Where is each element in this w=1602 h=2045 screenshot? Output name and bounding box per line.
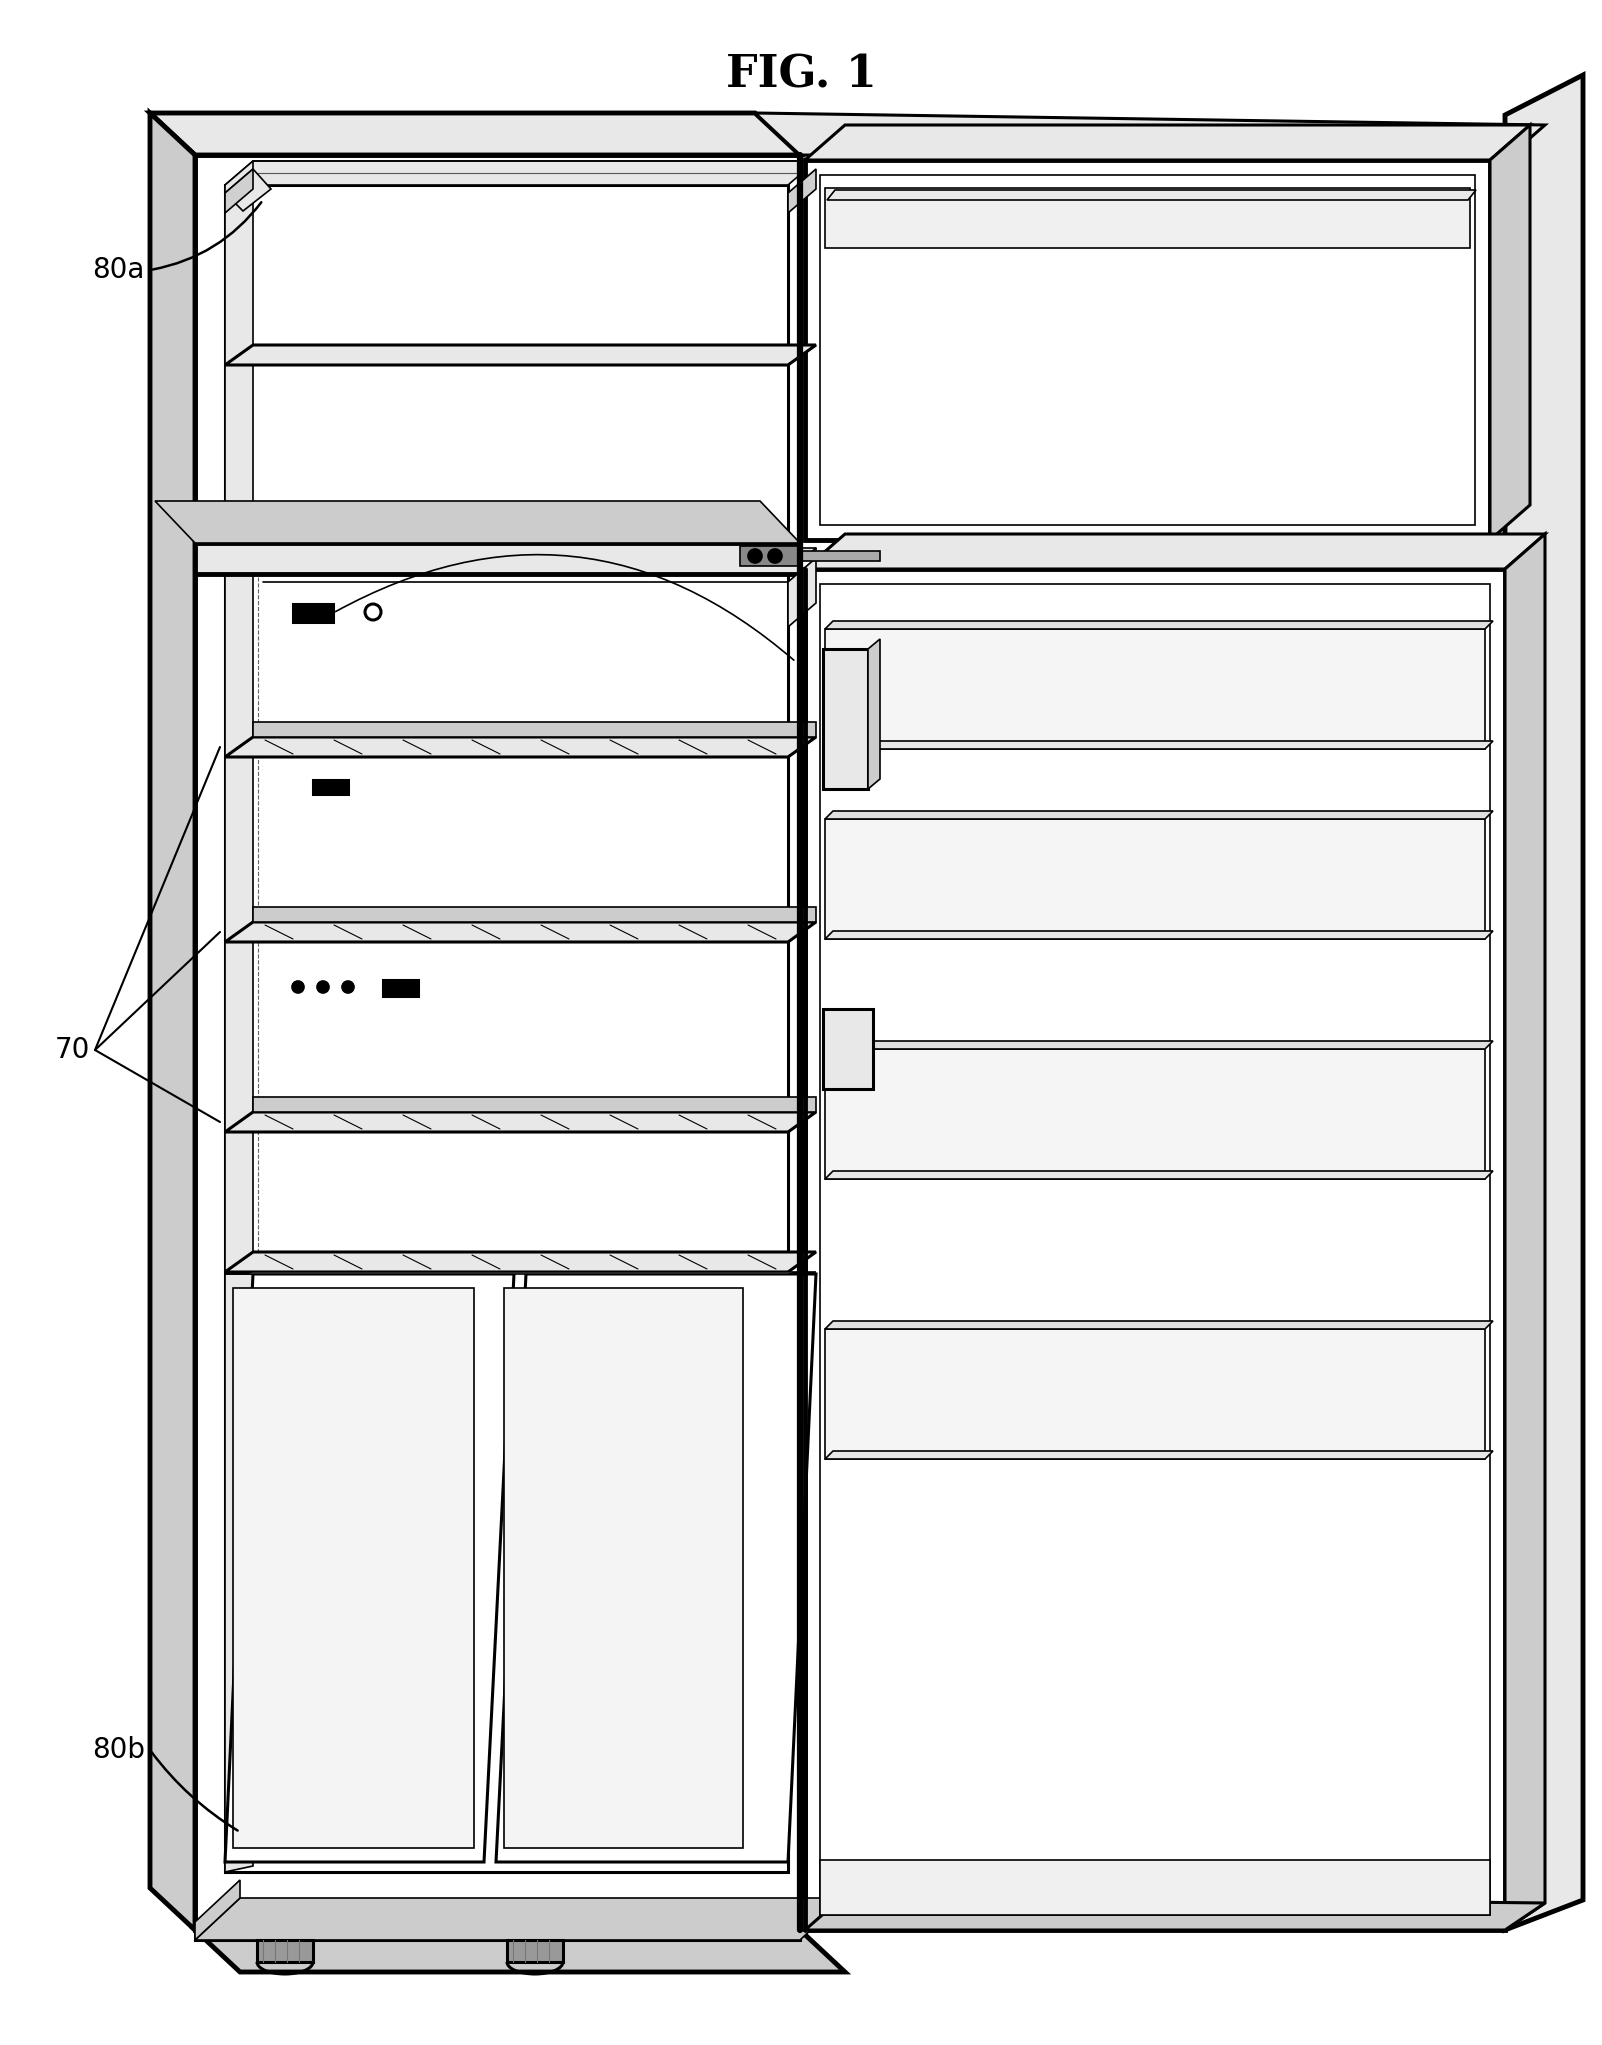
Bar	[820, 176, 1475, 526]
Polygon shape	[868, 638, 879, 789]
Bar	[740, 546, 799, 566]
Polygon shape	[1504, 76, 1583, 1930]
Polygon shape	[253, 908, 815, 922]
Circle shape	[292, 982, 304, 994]
Polygon shape	[825, 1049, 1485, 1180]
Polygon shape	[151, 112, 195, 1930]
Polygon shape	[825, 1452, 1493, 1458]
Polygon shape	[224, 548, 253, 1871]
Bar	[232, 1288, 474, 1849]
Polygon shape	[224, 170, 271, 211]
Text: 70: 70	[54, 1037, 90, 1063]
Polygon shape	[788, 558, 815, 628]
Text: 80a: 80a	[93, 256, 146, 284]
Polygon shape	[497, 1274, 815, 1863]
Bar	[224, 184, 788, 546]
Polygon shape	[804, 534, 1544, 569]
Bar	[195, 1922, 799, 1941]
Polygon shape	[825, 812, 1493, 818]
Bar	[256, 1941, 312, 1961]
Text: 80b: 80b	[91, 1736, 146, 1765]
Polygon shape	[151, 112, 799, 155]
Bar	[224, 573, 788, 1871]
Polygon shape	[224, 736, 815, 757]
Polygon shape	[825, 630, 1485, 748]
Bar	[820, 585, 1490, 1914]
Polygon shape	[224, 1112, 815, 1133]
FancyArrowPatch shape	[335, 554, 795, 661]
Polygon shape	[195, 1898, 844, 1941]
Text: FIG. 1: FIG. 1	[726, 53, 876, 96]
Circle shape	[748, 548, 763, 562]
Polygon shape	[224, 170, 253, 213]
Polygon shape	[825, 930, 1493, 939]
Polygon shape	[804, 569, 1504, 1930]
Polygon shape	[224, 162, 253, 546]
Polygon shape	[788, 170, 815, 213]
Polygon shape	[224, 922, 815, 943]
Bar	[799, 550, 879, 560]
Polygon shape	[804, 125, 1530, 160]
Polygon shape	[195, 1930, 844, 1971]
Bar	[195, 544, 799, 575]
Polygon shape	[253, 722, 815, 736]
Polygon shape	[195, 1879, 240, 1941]
Polygon shape	[825, 1321, 1493, 1329]
Bar	[383, 980, 418, 996]
Bar	[506, 1941, 562, 1961]
Polygon shape	[825, 818, 1485, 939]
Polygon shape	[825, 1172, 1493, 1180]
Bar	[293, 603, 333, 622]
Polygon shape	[224, 1252, 815, 1272]
Circle shape	[365, 603, 381, 620]
Polygon shape	[823, 648, 868, 789]
Polygon shape	[1504, 534, 1544, 1930]
Polygon shape	[825, 622, 1493, 630]
Bar	[505, 1288, 743, 1849]
FancyArrowPatch shape	[152, 202, 261, 270]
Circle shape	[341, 982, 354, 994]
Polygon shape	[224, 162, 815, 184]
Circle shape	[767, 548, 782, 562]
Polygon shape	[827, 190, 1475, 200]
FancyArrowPatch shape	[152, 1753, 237, 1830]
Polygon shape	[825, 1329, 1485, 1458]
Polygon shape	[825, 188, 1471, 247]
Polygon shape	[755, 112, 1544, 160]
Polygon shape	[195, 155, 799, 1930]
Polygon shape	[224, 1274, 514, 1863]
Polygon shape	[804, 1896, 1544, 1930]
Bar	[820, 1861, 1490, 1914]
Bar	[312, 779, 348, 793]
Polygon shape	[804, 160, 1490, 540]
Polygon shape	[823, 1008, 873, 1090]
Polygon shape	[155, 501, 799, 544]
Polygon shape	[825, 1041, 1493, 1049]
Circle shape	[317, 982, 328, 994]
Polygon shape	[825, 740, 1493, 748]
Polygon shape	[224, 346, 815, 364]
Polygon shape	[1490, 125, 1530, 540]
Polygon shape	[253, 1096, 815, 1112]
Polygon shape	[224, 548, 815, 573]
